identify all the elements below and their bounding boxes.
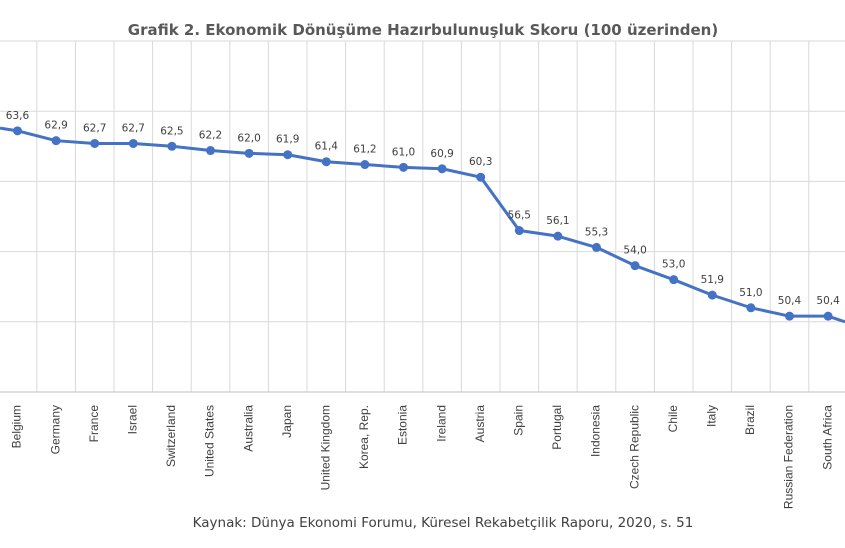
data-label: 61,9 — [276, 134, 299, 146]
data-label: 50,4 — [778, 295, 802, 307]
data-label: 51,0 — [739, 287, 762, 299]
data-points — [13, 126, 833, 321]
gridlines — [0, 40, 845, 393]
data-point — [553, 231, 563, 241]
x-tick-label: Israel — [125, 405, 139, 434]
data-point — [785, 311, 794, 321]
x-tick-label: United States — [203, 405, 217, 477]
x-tick-label: France — [87, 405, 101, 443]
x-tick-label: Korea, Rep. — [357, 405, 371, 469]
series-line — [0, 126, 845, 324]
data-labels: 63,6 62,9 62,7 62,7 62,5 62,2 62,0 61,9 61,4 61,2… — [6, 110, 840, 307]
x-tick-label: Germany — [48, 405, 62, 454]
x-tick-label: Chile — [666, 405, 680, 433]
data-label: 60,3 — [469, 156, 492, 168]
x-tick-label: Switzerland — [164, 405, 178, 467]
chart-source: Kaynak: Dünya Ekonomi Forumu, Küresel Re… — [193, 515, 694, 531]
data-point — [437, 164, 447, 174]
data-point — [823, 311, 833, 321]
data-label: 62,7 — [83, 122, 106, 134]
x-tick-label: Portugal — [550, 405, 564, 450]
data-label: 56,1 — [546, 215, 569, 227]
x-tick-label: Indonesia — [589, 405, 603, 457]
x-tick-label: Estonia — [396, 405, 410, 445]
data-point — [90, 138, 100, 148]
data-label: 62,5 — [160, 125, 183, 137]
x-tick-label: Belgium — [10, 405, 24, 448]
data-label: 62,2 — [199, 130, 222, 142]
data-label: 51,9 — [701, 274, 724, 286]
data-point — [476, 172, 486, 182]
x-tick-label: Italy — [704, 405, 718, 427]
series-polyline — [0, 126, 845, 324]
x-tick-label: Russian Federation — [782, 405, 796, 509]
data-label: 62,9 — [44, 120, 67, 132]
data-point — [13, 126, 22, 136]
x-tick-label: Ireland — [434, 405, 448, 442]
x-axis-labels: Belgium Germany France Israel Switzerland Uni… — [10, 405, 835, 509]
x-tick-label: United Kingdom — [318, 405, 332, 490]
data-point — [707, 290, 717, 300]
data-label: 60,9 — [430, 148, 453, 160]
data-point — [244, 148, 254, 158]
x-tick-label: Spain — [511, 405, 525, 436]
data-label: 55,3 — [585, 226, 608, 238]
data-label: 62,0 — [237, 132, 260, 144]
data-point — [128, 138, 138, 148]
x-tick-label: Japan — [280, 405, 294, 438]
x-tick-label: Czech Republic — [627, 405, 641, 489]
data-point — [399, 162, 408, 172]
data-point — [746, 303, 756, 313]
x-tick-label: South Africa — [820, 405, 834, 470]
data-label: 53,0 — [662, 259, 685, 271]
data-point — [669, 275, 679, 285]
data-label: 61,0 — [392, 146, 415, 158]
data-point — [360, 160, 370, 170]
data-point — [167, 141, 177, 151]
data-label: 61,2 — [353, 144, 376, 156]
data-point — [514, 226, 524, 236]
data-label: 63,6 — [6, 110, 30, 122]
x-tick-label: Australia — [241, 405, 255, 452]
data-point — [283, 150, 293, 160]
data-label: 50,4 — [816, 295, 840, 307]
data-point — [206, 146, 215, 156]
data-label: 56,5 — [508, 210, 531, 222]
data-point — [51, 136, 61, 146]
data-label: 62,7 — [122, 122, 145, 134]
data-point — [321, 157, 331, 167]
data-label: 54,0 — [623, 245, 646, 257]
chart-title: Grafik 2. Ekonomik Dönüşüme Hazırbulunuş… — [128, 21, 718, 39]
x-tick-label: Austria — [473, 405, 487, 443]
data-point — [592, 242, 601, 252]
data-point — [630, 261, 640, 271]
data-label: 61,4 — [315, 141, 339, 153]
x-tick-label: Brazil — [743, 405, 757, 435]
